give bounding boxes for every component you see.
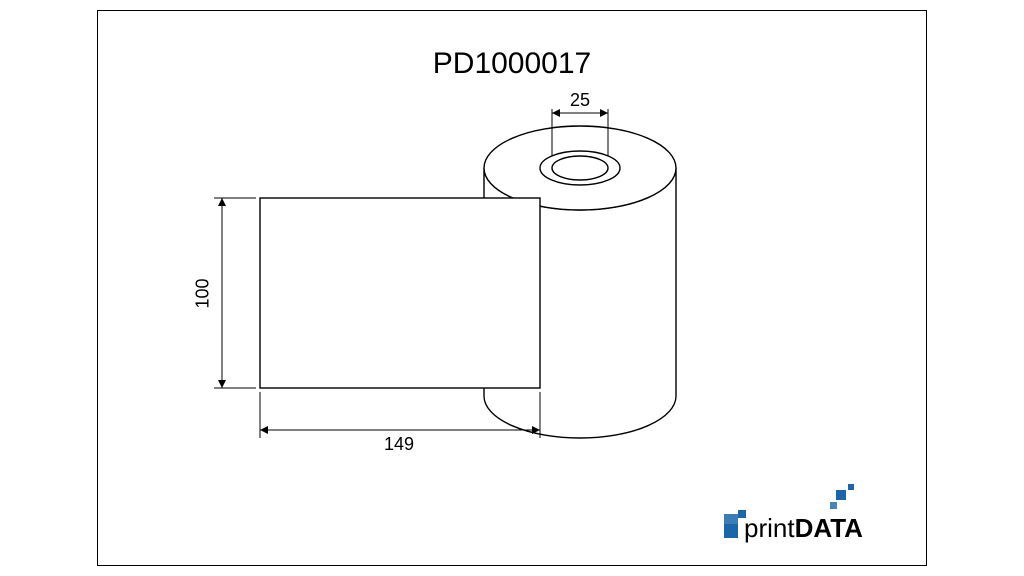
dim-label-width: 149 [384,434,414,455]
svg-text:printDATA: printDATA [744,513,863,543]
logo-text-plain: print [744,513,795,543]
logo-text-bold: DATA [795,513,864,543]
dim-label-height: 100 [193,278,214,308]
printdata-logo: printDATA [714,484,914,554]
dim-core-width: 25 [570,90,590,111]
